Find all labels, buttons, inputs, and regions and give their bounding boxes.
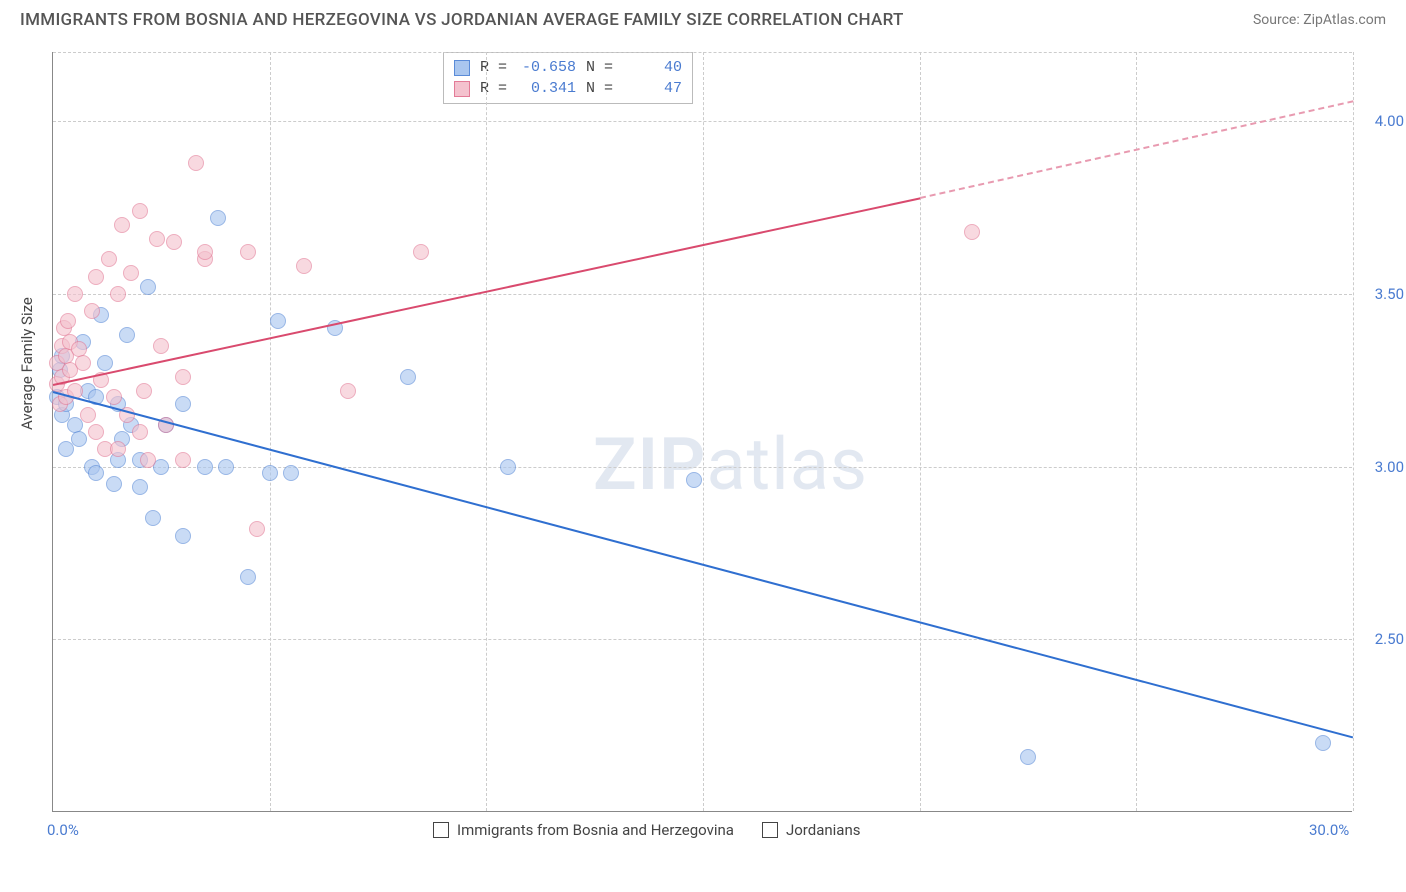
data-point-bosnia (145, 510, 161, 526)
data-point-jordan (132, 424, 148, 440)
r-value-bosnia: -0.658 (518, 59, 576, 76)
correlation-row-jordan: R = 0.341 N = 47 (454, 78, 682, 99)
n-value-bosnia: 40 (624, 59, 682, 76)
y-tick-label: 4.00 (1356, 112, 1404, 130)
data-point-jordan (964, 224, 980, 240)
data-point-jordan (132, 203, 148, 219)
y-tick-label: 3.00 (1356, 458, 1404, 476)
header: IMMIGRANTS FROM BOSNIA AND HERZEGOVINA V… (0, 0, 1406, 34)
r-value-jordan: 0.341 (518, 80, 576, 97)
gridline-vertical (270, 52, 271, 811)
data-point-jordan (123, 265, 139, 281)
x-tick-label: 30.0% (1309, 821, 1349, 839)
data-point-jordan (60, 313, 76, 329)
data-point-jordan (110, 441, 126, 457)
gridline-vertical (486, 52, 487, 811)
data-point-bosnia (140, 279, 156, 295)
data-point-jordan (240, 244, 256, 260)
y-axis-label: Average Family Size (18, 297, 36, 430)
data-point-bosnia (210, 210, 226, 226)
data-point-bosnia (1020, 749, 1036, 765)
data-point-jordan (296, 258, 312, 274)
data-point-bosnia (175, 396, 191, 412)
data-point-jordan (175, 452, 191, 468)
data-point-jordan (166, 234, 182, 250)
data-point-bosnia (88, 465, 104, 481)
data-point-jordan (413, 244, 429, 260)
watermark-atlas: atlas (706, 422, 868, 507)
data-point-bosnia (71, 431, 87, 447)
data-point-jordan (88, 269, 104, 285)
data-point-jordan (88, 424, 104, 440)
data-point-bosnia (283, 465, 299, 481)
correlation-box: R = -0.658 N = 40 R = 0.341 N = 47 (443, 52, 693, 104)
legend-bottom: Immigrants from Bosnia and Herzegovina J… (433, 821, 860, 839)
legend-item-jordan: Jordanians (762, 821, 861, 839)
data-point-bosnia (686, 472, 702, 488)
correlation-row-bosnia: R = -0.658 N = 40 (454, 57, 682, 78)
y-tick-label: 2.50 (1356, 630, 1404, 648)
data-point-jordan (106, 389, 122, 405)
data-point-bosnia (1315, 735, 1331, 751)
swatch-bosnia-icon (433, 822, 449, 838)
data-point-bosnia (270, 313, 286, 329)
plot-region: ZIPatlas R = -0.658 N = 40 R = 0.341 N =… (52, 52, 1352, 812)
n-label: N = (586, 80, 614, 97)
data-point-jordan (114, 217, 130, 233)
gridline-vertical (1353, 52, 1354, 811)
data-point-bosnia (262, 465, 278, 481)
data-point-bosnia (97, 355, 113, 371)
data-point-bosnia (132, 479, 148, 495)
data-point-bosnia (218, 459, 234, 475)
data-point-jordan (153, 338, 169, 354)
source-label: Source: ZipAtlas.com (1253, 12, 1386, 28)
legend-label-jordan: Jordanians (786, 821, 861, 839)
data-point-jordan (249, 521, 265, 537)
data-point-bosnia (175, 528, 191, 544)
chart-area: ZIPatlas R = -0.658 N = 40 R = 0.341 N =… (52, 52, 1352, 812)
r-label: R = (480, 59, 508, 76)
y-tick-label: 3.50 (1356, 285, 1404, 303)
chart-title: IMMIGRANTS FROM BOSNIA AND HERZEGOVINA V… (20, 10, 904, 30)
r-label: R = (480, 80, 508, 97)
data-point-jordan (175, 369, 191, 385)
data-point-jordan (197, 244, 213, 260)
data-point-jordan (80, 407, 96, 423)
data-point-bosnia (197, 459, 213, 475)
legend-label-bosnia: Immigrants from Bosnia and Herzegovina (457, 821, 734, 839)
swatch-jordan-icon (454, 81, 470, 97)
data-point-jordan (110, 286, 126, 302)
watermark: ZIPatlas (593, 422, 868, 507)
swatch-bosnia-icon (454, 60, 470, 76)
gridline-vertical (703, 52, 704, 811)
data-point-jordan (67, 286, 83, 302)
data-point-jordan (136, 383, 152, 399)
data-point-jordan (340, 383, 356, 399)
x-tick-label: 0.0% (47, 821, 79, 839)
data-point-bosnia (106, 476, 122, 492)
data-point-jordan (84, 303, 100, 319)
data-point-jordan (188, 155, 204, 171)
gridline-vertical (1136, 52, 1137, 811)
watermark-zip: ZIP (593, 422, 706, 507)
swatch-jordan-icon (762, 822, 778, 838)
n-value-jordan: 47 (624, 80, 682, 97)
data-point-jordan (101, 251, 117, 267)
data-point-jordan (140, 452, 156, 468)
data-point-bosnia (500, 459, 516, 475)
data-point-jordan (149, 231, 165, 247)
data-point-jordan (75, 355, 91, 371)
gridline-vertical (920, 52, 921, 811)
legend-item-bosnia: Immigrants from Bosnia and Herzegovina (433, 821, 734, 839)
data-point-bosnia (240, 569, 256, 585)
n-label: N = (586, 59, 614, 76)
data-point-bosnia (119, 327, 135, 343)
data-point-bosnia (400, 369, 416, 385)
